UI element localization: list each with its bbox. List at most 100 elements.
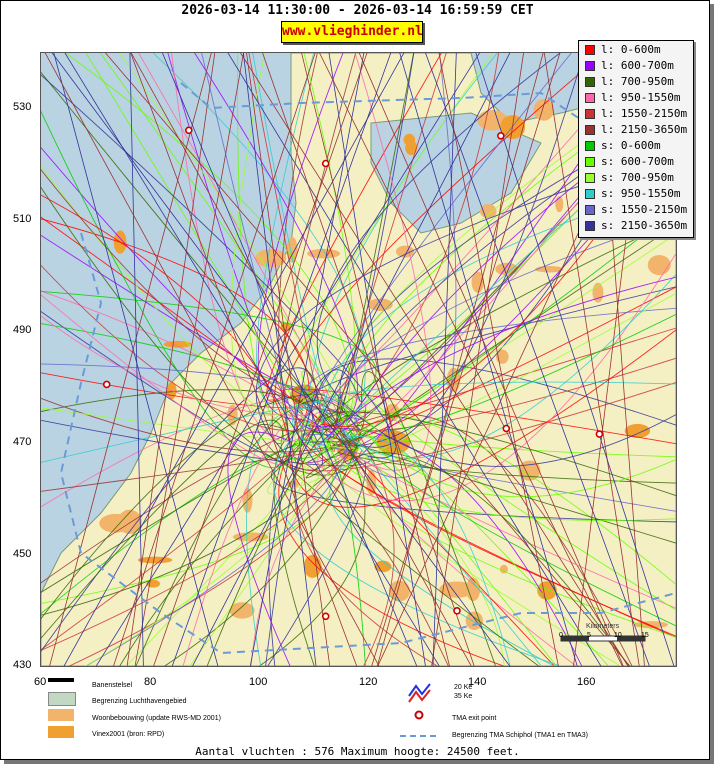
scale-bar-label: Kilometers — [586, 623, 620, 630]
flight-tracks — [41, 53, 676, 666]
x-tick-label: 60 — [34, 676, 47, 688]
legend-swatch — [585, 173, 595, 183]
urban-area — [647, 254, 671, 276]
legend-swatch — [585, 93, 595, 103]
y-tick-label: 470 — [13, 436, 32, 448]
flight-track — [41, 419, 284, 639]
legend-entry: s: 1550-2150m — [585, 202, 687, 218]
flight-track — [309, 219, 676, 437]
flight-track — [41, 110, 304, 469]
legend-vinex: Vinex2001 (bron: RPD) — [92, 731, 165, 738]
airport-boundary-swatch — [48, 692, 76, 706]
flight-track — [257, 424, 540, 666]
legend-entry: l: 1550-2150m — [585, 106, 687, 122]
tma-exit-icon — [414, 710, 424, 720]
flight-track — [337, 396, 610, 666]
legend-swatch — [585, 205, 595, 215]
flight-track — [286, 382, 676, 472]
legend-swatch — [585, 125, 595, 135]
flight-track — [51, 53, 511, 666]
flight-track — [41, 294, 293, 466]
flight-track — [41, 291, 377, 400]
tma-border — [59, 82, 676, 655]
flight-track — [341, 436, 511, 666]
flight-track — [300, 53, 356, 442]
flight-track — [130, 53, 472, 666]
altitude-legend: l: 0-600m l: 600-700m l: 700-950m l: 950-15… — [578, 40, 694, 238]
flight-track — [113, 53, 316, 666]
flight-track — [134, 53, 244, 666]
flight-track — [267, 292, 676, 495]
legend-entry: s: 700-950m — [585, 170, 674, 186]
flight-track — [333, 53, 447, 440]
legend-entry: s: 600-700m — [585, 154, 674, 170]
flight-track — [543, 53, 640, 666]
flight-track — [49, 53, 212, 666]
flight-track — [242, 53, 317, 666]
flight-track — [364, 431, 676, 498]
legend-label: s: 600-700m — [601, 155, 674, 168]
flight-track — [227, 53, 602, 666]
flight-track — [41, 407, 356, 450]
flight-track — [366, 456, 505, 666]
ke-contour-icon — [408, 683, 431, 703]
flight-track — [41, 234, 366, 420]
map-legend: Banenstelsel Begrenzing Luchthavengebied… — [40, 676, 675, 744]
scale-tick: 10 — [614, 632, 622, 639]
y-tick-label: 510 — [13, 213, 32, 225]
flight-map[interactable]: Kilometers 0 5 10 15 — [40, 52, 677, 667]
urban-area — [480, 203, 497, 219]
flight-track — [85, 53, 309, 427]
urban-area — [388, 580, 410, 602]
flight-track — [189, 441, 336, 666]
urban-area — [555, 196, 564, 213]
flight-track — [352, 53, 457, 478]
legend-label: s: 950-1550m — [601, 187, 681, 200]
flight-track — [262, 53, 475, 666]
urban-swatch — [48, 709, 74, 721]
scale-bar — [560, 635, 646, 642]
urban-area — [403, 133, 416, 146]
flight-track — [273, 429, 315, 666]
tma-exit-point — [102, 380, 111, 389]
flight-track — [41, 410, 346, 584]
flight-track — [248, 53, 336, 452]
site-link[interactable]: www.vlieghinder.nl — [281, 21, 423, 43]
flight-track — [53, 53, 219, 666]
flight-track — [41, 367, 318, 653]
urban-area — [229, 602, 255, 619]
legend-swatch — [585, 45, 595, 55]
tma-border-icon — [400, 735, 440, 737]
legend-swatch — [585, 61, 595, 71]
flight-track — [313, 252, 676, 502]
y-tick-label: 430 — [13, 659, 32, 671]
legend-tma-exit: TMA exit point — [452, 715, 497, 722]
legend-tma-border: Begrenzing TMA Schiphol (TMA1 en TMA3) — [452, 732, 588, 739]
flight-track — [320, 276, 676, 443]
flight-track — [360, 313, 676, 432]
tma-exit-point — [453, 606, 461, 615]
flight-track — [41, 389, 354, 460]
y-tick-label: 490 — [13, 324, 32, 336]
legend-banenstelsel: Banenstelsel — [92, 682, 133, 689]
flight-track — [167, 53, 313, 431]
flight-track — [230, 53, 314, 416]
tma-exit-point — [321, 159, 330, 168]
flight-track — [278, 53, 318, 455]
scale-tick: 0 — [559, 632, 563, 639]
legend-label: s: 2150-3650m — [601, 219, 688, 232]
flight-track — [347, 327, 676, 426]
flight-track — [240, 53, 629, 666]
flight-track — [249, 53, 365, 666]
flight-track — [278, 441, 505, 666]
x-tick-label: 140 — [468, 676, 487, 688]
flight-track — [41, 432, 367, 616]
flight-track — [273, 420, 562, 666]
x-tick-label: 160 — [577, 676, 596, 688]
flight-track — [432, 53, 457, 666]
flight-track — [271, 53, 357, 445]
legend-entry: l: 950-1550m — [585, 90, 680, 106]
flight-track — [318, 357, 676, 432]
urban-area — [499, 564, 508, 574]
flight-track — [41, 399, 344, 463]
